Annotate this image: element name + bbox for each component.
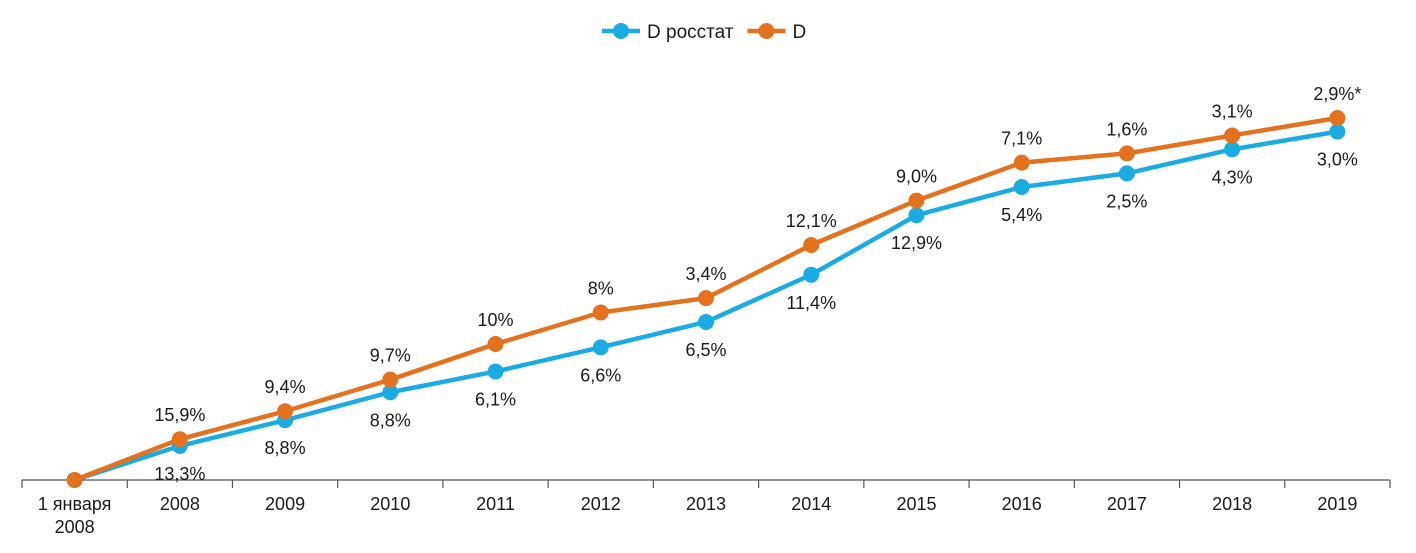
data-label: 15,9% [154,405,205,425]
data-point [908,192,925,209]
data-point [1013,154,1030,171]
x-tick-label: 2011 [476,494,515,514]
data-point [487,363,504,380]
data-point [908,207,925,224]
data-point [698,290,714,307]
data-point [171,431,188,448]
data-label: 9,4% [265,377,306,397]
data-label: 10% [478,310,514,330]
legend-swatch-marker [613,23,629,39]
data-point [1329,123,1346,140]
data-label: 8,8% [265,438,306,458]
x-axis: 1 января 2008 2008 2009 2010 2011 2012 2013 2014… [21,479,1391,537]
data-label: 8,8% [370,410,411,430]
data-label: 8% [588,278,614,298]
data-point [803,266,820,283]
data-point [382,371,399,388]
x-tick-label: 2009 [265,494,305,514]
data-label: 6,1% [475,389,516,409]
data-label: 13,3% [154,464,205,484]
data-point [1224,127,1241,144]
legend-label: D росстат [647,22,734,43]
data-labels: 13,3% 8,8% 8,8% 6,1% 6,6% 6,5% 11,4% 12,9% 5,4% 2… [154,84,1361,484]
legend: D росстат D [602,22,806,43]
data-label: 6,6% [580,365,621,385]
x-tick-label: 2016 [1002,494,1042,514]
data-label: 2,5% [1106,191,1147,211]
data-point [487,336,504,353]
data-label: 5,4% [1001,205,1042,225]
data-point [803,236,820,253]
data-label: 7,1% [1001,129,1042,149]
data-point [592,339,609,356]
data-label: 9,0% [896,167,937,187]
data-point [277,403,294,420]
data-point [1118,145,1135,162]
data-point [66,472,83,488]
data-label: 1,6% [1106,119,1147,139]
data-point [382,384,399,401]
data-point [1329,110,1346,126]
data-label: 6,5% [685,340,726,360]
data-label: 4,3% [1212,167,1253,187]
x-tick-label: 1 января 2008 [38,494,112,537]
data-label: 12,9% [891,233,942,253]
x-tick-label: 2018 [1212,494,1252,514]
data-label: 2,9%* [1313,84,1361,104]
legend-item: D [747,22,806,43]
data-label: 12,1% [786,211,837,231]
data-label: 3,0% [1317,150,1358,170]
x-tick-label: 2019 [1317,494,1357,514]
data-point [698,313,714,330]
legend-swatch-marker [758,23,775,39]
data-point [1224,141,1241,158]
data-label: 11,4% [786,293,836,313]
legend-label: D [792,22,806,43]
x-tick-label: 2017 [1107,494,1147,514]
data-label: 9,7% [370,346,411,366]
x-tick-label: 2014 [791,494,831,514]
data-label: 3,4% [685,264,726,284]
x-tick-label: 2010 [370,494,410,514]
data-point [1013,179,1030,196]
x-tick-label: 2015 [896,494,936,514]
legend-item: D росстат [602,22,734,43]
data-points [66,110,1346,488]
x-tick-label: 2008 [160,494,200,514]
data-point [1118,165,1135,182]
data-point [592,304,609,321]
x-tick-label: 2013 [686,494,726,514]
data-label: 3,1% [1212,101,1253,121]
x-tick-label: 2012 [581,494,621,514]
